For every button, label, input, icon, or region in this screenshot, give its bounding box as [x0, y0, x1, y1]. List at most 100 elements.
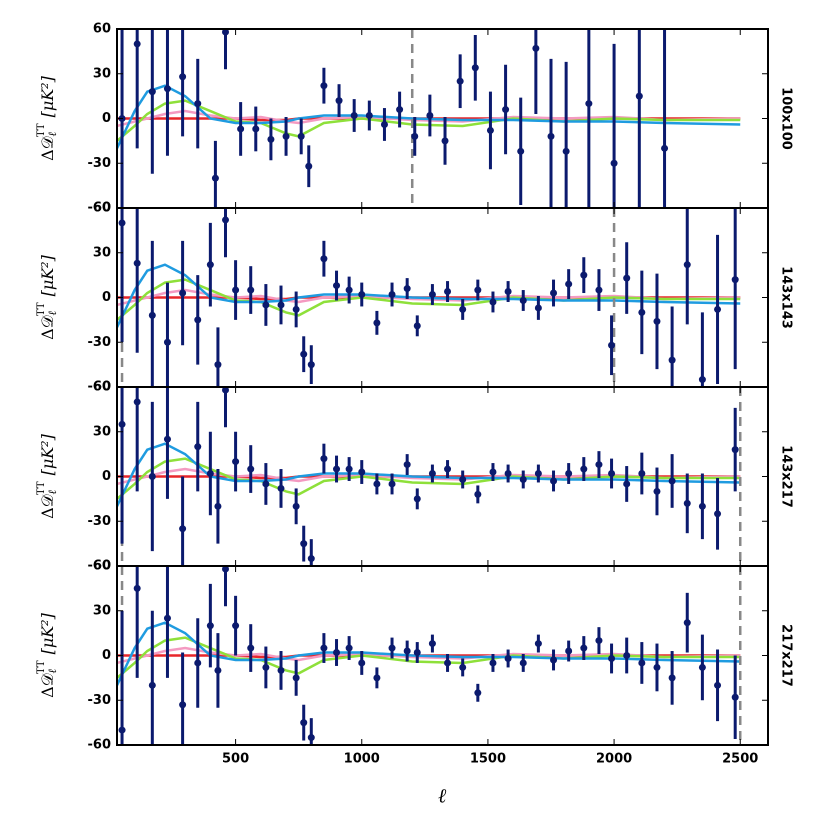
- data-point: [565, 647, 573, 655]
- data-point: [504, 470, 512, 478]
- data-point: [623, 480, 631, 488]
- data-point: [333, 465, 341, 473]
- data-point: [731, 446, 739, 454]
- data-point: [608, 341, 616, 349]
- y-label-unit: [μK²]: [38, 433, 57, 475]
- data-point: [444, 288, 452, 296]
- data-point: [459, 305, 467, 313]
- data-point: [373, 319, 381, 327]
- data-point: [252, 125, 260, 133]
- data-point: [373, 674, 381, 682]
- data-point: [502, 106, 510, 114]
- data-point: [282, 132, 290, 140]
- data-point: [653, 487, 661, 495]
- data-point: [608, 470, 616, 478]
- data-point: [305, 162, 313, 170]
- data-point: [623, 652, 631, 659]
- data-point: [562, 147, 570, 155]
- data-point: [163, 338, 171, 346]
- data-point: [118, 219, 126, 227]
- data-point: [262, 663, 270, 671]
- data-point: [519, 659, 527, 667]
- y-tick-label: -60: [88, 738, 112, 753]
- data-point: [194, 443, 202, 451]
- data-point: [623, 274, 631, 282]
- data-point: [683, 619, 691, 627]
- model-line: [117, 646, 741, 665]
- data-point: [428, 291, 436, 299]
- y-tick-label: -30: [88, 514, 112, 529]
- data-point: [532, 44, 540, 52]
- data-point: [179, 701, 187, 709]
- data-point: [714, 681, 722, 689]
- data-point: [489, 298, 497, 306]
- data-point: [358, 659, 366, 667]
- data-point: [638, 470, 646, 478]
- data-point: [307, 555, 315, 563]
- data-point: [714, 510, 722, 518]
- data-point: [550, 289, 558, 297]
- data-point: [262, 480, 270, 488]
- data-point: [489, 468, 497, 476]
- data-point: [211, 174, 219, 182]
- data-point: [426, 112, 434, 120]
- data-point: [638, 308, 646, 316]
- y-label-sub: ℓ: [46, 490, 59, 495]
- x-tick-label: 1000: [344, 752, 380, 767]
- x-tick-label: 500: [222, 752, 249, 767]
- x-tick-label: 1500: [470, 752, 506, 767]
- data-point: [320, 455, 328, 463]
- y-label-sup: TT: [36, 123, 47, 137]
- data-point: [585, 100, 593, 108]
- data-point: [403, 647, 411, 655]
- panel-label: 100x100: [779, 87, 794, 150]
- y-tick-label: 0: [102, 648, 111, 663]
- data-point: [388, 291, 396, 299]
- y-label-main: Δ𝒟: [38, 494, 57, 519]
- data-point: [474, 689, 482, 697]
- data-point: [714, 305, 722, 313]
- data-point: [517, 147, 525, 155]
- y-label-sub: ℓ: [46, 669, 59, 674]
- data-point: [441, 137, 449, 145]
- data-point: [365, 112, 373, 120]
- y-tick-label: -30: [88, 335, 112, 350]
- data-point: [232, 458, 240, 466]
- data-point: [358, 291, 366, 299]
- data-point: [267, 135, 275, 143]
- data-point: [345, 286, 353, 294]
- y-tick-label: 0: [102, 469, 111, 484]
- data-point: [222, 387, 229, 394]
- data-point: [206, 470, 214, 478]
- y-tick-label: -30: [88, 693, 112, 708]
- data-point: [307, 734, 315, 742]
- y-label-sup: TT: [36, 660, 47, 674]
- data-point: [380, 120, 388, 128]
- data-point: [163, 614, 171, 622]
- data-point: [345, 465, 353, 473]
- x-tick-label: 2000: [596, 752, 632, 767]
- panel: [117, 29, 741, 208]
- data-point: [653, 317, 661, 325]
- y-axis-label: Δ𝒟ℓTT [μK²]: [36, 254, 60, 339]
- data-point: [232, 286, 240, 294]
- data-point: [214, 666, 222, 674]
- data-point: [206, 261, 214, 269]
- y-tick-label: 0: [102, 111, 111, 126]
- data-point: [179, 73, 187, 81]
- data-point: [133, 398, 141, 406]
- y-tick-label: 60: [93, 380, 111, 395]
- data-point: [638, 659, 646, 667]
- data-point: [396, 106, 404, 114]
- model-line: [117, 263, 741, 328]
- data-point: [118, 726, 126, 734]
- panel-label: 143x143: [779, 266, 794, 329]
- data-point: [428, 640, 436, 648]
- data-point: [668, 477, 676, 485]
- data-point: [474, 286, 482, 294]
- data-point: [292, 502, 300, 510]
- panel: [117, 387, 742, 566]
- panel: [117, 566, 742, 745]
- data-point: [300, 540, 308, 548]
- data-point: [534, 640, 542, 648]
